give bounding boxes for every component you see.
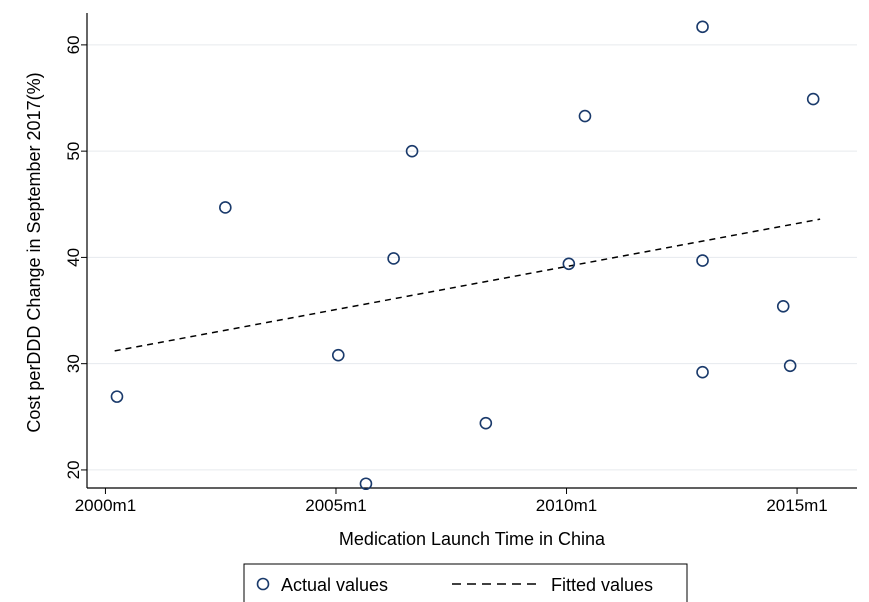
data-point-5 (405, 144, 419, 158)
fitted-line-series (114, 218, 821, 352)
y-axis-title: Cost perDDD Change in September 2017(%) (24, 72, 44, 432)
x-tick-label-2000m1: 2000m1 (75, 496, 136, 515)
legend: Actual values Fitted values (243, 563, 688, 602)
data-point-9 (696, 20, 709, 34)
data-point-4 (387, 252, 400, 265)
data-point-7 (562, 257, 576, 271)
legend-label-fitted: Fitted values (551, 575, 653, 595)
y-axis-ticks: 20 30 40 50 60 (64, 35, 87, 479)
data-point-2 (331, 348, 345, 362)
x-axis-ticks: 2000m1 2005m1 2010m1 2015m1 (75, 488, 828, 515)
axes (86, 13, 857, 489)
x-tick-label-2005m1: 2005m1 (305, 496, 366, 515)
fitted-values-line (114, 218, 821, 352)
data-point-3 (359, 477, 373, 491)
data-point-6 (479, 416, 493, 430)
y-tick-label-60: 60 (64, 35, 83, 54)
y-tick-label-20: 20 (64, 460, 83, 479)
data-point-14 (806, 92, 820, 106)
legend-marker-actual (256, 577, 270, 591)
x-tick-label-2015m1: 2015m1 (766, 496, 827, 515)
data-point-11 (696, 365, 709, 379)
y-tick-label-50: 50 (64, 142, 83, 161)
grid-lines (87, 44, 857, 471)
data-point-12 (776, 299, 790, 313)
data-point-0 (110, 390, 124, 403)
y-tick-label-30: 30 (64, 354, 83, 373)
actual-values-series (110, 20, 820, 491)
y-tick-label-40: 40 (64, 248, 83, 267)
data-point-8 (578, 109, 592, 123)
data-point-13 (783, 359, 797, 373)
data-point-10 (696, 254, 709, 267)
x-tick-label-2010m1: 2010m1 (536, 496, 597, 515)
x-axis-title: Medication Launch Time in China (339, 529, 606, 549)
legend-box (243, 563, 688, 602)
data-point-1 (219, 201, 232, 214)
legend-label-actual: Actual values (281, 575, 388, 595)
